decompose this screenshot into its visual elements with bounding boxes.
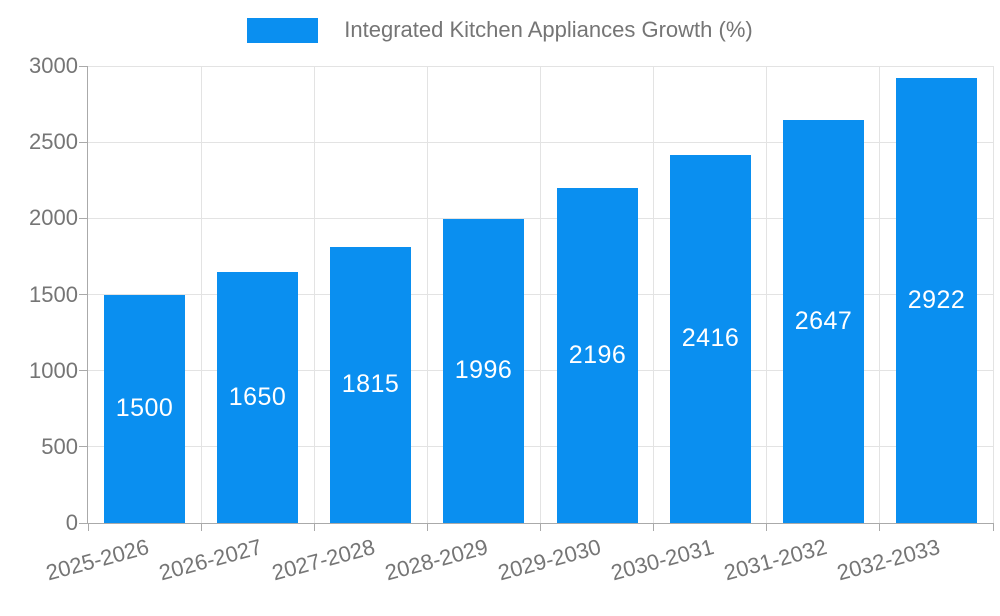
x-axis-tick (313, 523, 315, 531)
gridline-vertical (540, 66, 541, 523)
bar: 1650 (217, 271, 298, 523)
bar: 2647 (783, 119, 864, 523)
y-axis-tick (79, 446, 87, 448)
x-axis-line (87, 523, 993, 524)
gridline-vertical (313, 66, 315, 523)
legend[interactable]: Integrated Kitchen Appliances Growth (%) (0, 17, 1000, 43)
y-axis-tick (79, 522, 87, 524)
bar-value-label: 2647 (794, 306, 853, 335)
gridline-vertical (879, 66, 881, 523)
y-axis-tick-label: 2500 (29, 129, 78, 155)
bar: 1500 (104, 294, 185, 523)
gridline-vertical (426, 66, 428, 523)
y-axis-tick (79, 65, 87, 67)
bar-value-label: 2196 (568, 341, 627, 370)
y-axis-line (87, 66, 88, 523)
x-axis-tick (992, 523, 994, 531)
bar-value-label: 1500 (115, 394, 174, 423)
y-axis-tick-label: 2000 (29, 205, 78, 231)
bar-value-label: 2922 (907, 285, 966, 314)
bar-value-label: 1815 (341, 370, 400, 399)
y-axis-tick-label: 1500 (29, 281, 78, 307)
y-axis-tick-label: 1000 (29, 357, 78, 383)
bar-value-label: 2416 (681, 324, 740, 353)
bar-chart: Integrated Kitchen Appliances Growth (%)… (0, 17, 1000, 585)
x-axis-tick (426, 523, 428, 531)
gridline-vertical (200, 66, 202, 523)
gridline-vertical (766, 66, 768, 523)
x-axis-tick (653, 523, 655, 531)
y-axis-tick-label: 3000 (29, 53, 78, 78)
y-axis-tick (79, 217, 87, 219)
gridline-vertical (653, 66, 655, 523)
bar-value-label: 1650 (228, 382, 287, 411)
y-axis-tick (79, 370, 87, 372)
bar: 2922 (896, 77, 977, 523)
y-axis-tick-label: 0 (65, 510, 78, 535)
legend-swatch (247, 17, 319, 43)
x-axis-tick (540, 523, 541, 531)
bar: 1815 (330, 246, 411, 523)
y-axis-tick-label: 500 (41, 433, 78, 459)
x-axis-tick (879, 523, 881, 531)
y-axis-tick (79, 294, 87, 295)
bar-value-label: 1996 (454, 356, 513, 385)
bar: 2416 (670, 154, 751, 523)
bar: 1996 (443, 218, 524, 523)
legend-label: Integrated Kitchen Appliances Growth (%) (344, 17, 753, 42)
x-axis-tick (87, 523, 89, 531)
bar: 2196 (557, 188, 638, 523)
plot-area: 0 500 1000 1500 2000 2500 3000 1500 1650 1815 1996… (29, 54, 994, 585)
x-axis-tick (200, 523, 202, 531)
y-axis-tick (79, 141, 87, 143)
x-axis-tick (766, 523, 768, 531)
gridline-vertical (992, 66, 994, 523)
